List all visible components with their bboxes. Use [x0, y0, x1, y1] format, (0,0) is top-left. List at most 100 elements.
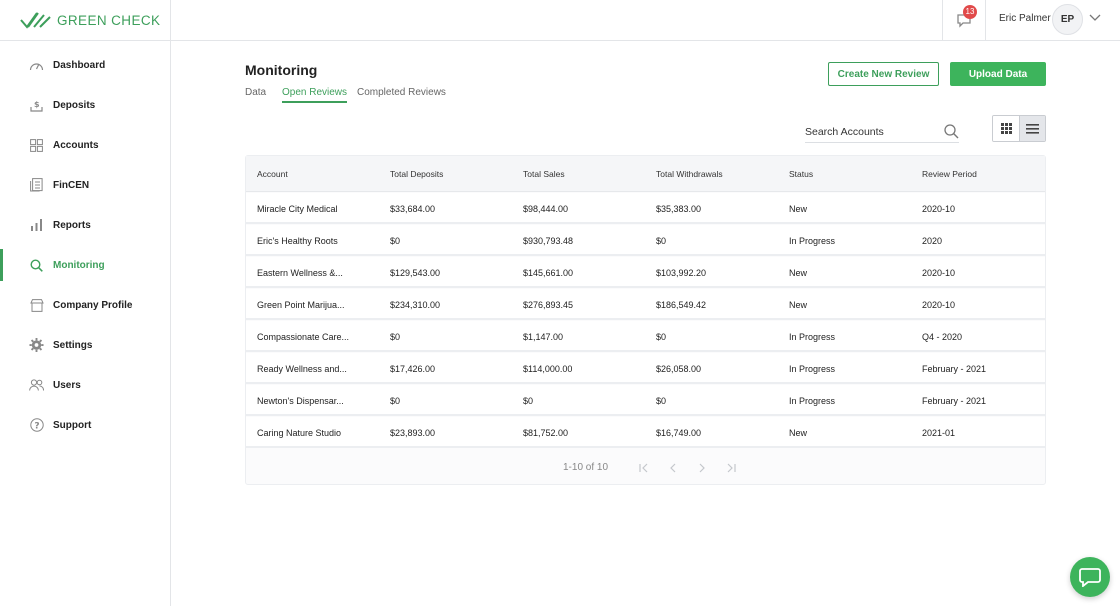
sidebar-item-settings[interactable]: Settings [0, 329, 170, 361]
cell-review-period: February - 2021 [922, 396, 987, 406]
table-row[interactable]: Caring Nature Studio $23,893.00 $81,752.… [246, 417, 1045, 448]
sidebar-item-label: Dashboard [53, 59, 106, 71]
user-name[interactable]: Eric Palmer [999, 13, 1051, 24]
upload-data-button[interactable]: Upload Data [950, 62, 1046, 86]
cell-status: New [789, 204, 808, 214]
cell-account: Caring Nature Studio [257, 428, 342, 438]
sidebar-item-label: Settings [53, 339, 93, 351]
cell-total-deposits: $0 [390, 396, 401, 406]
notifications-button[interactable]: 13 [942, 0, 986, 40]
first-page-button[interactable] [637, 462, 651, 474]
pagination-range: 1-10 of 10 [563, 462, 609, 473]
cell-review-period: 2020-10 [922, 204, 956, 214]
table-row[interactable]: Eric's Healthy Roots $0 $930,793.48 $0 I… [246, 225, 1045, 256]
deposits-icon: $ [29, 98, 44, 113]
sidebar-item-company-profile[interactable]: Company Profile [0, 289, 170, 321]
sidebar-item-label: FinCEN [53, 179, 90, 191]
search-icon [29, 258, 44, 273]
sidebar-item-label: Users [53, 379, 81, 391]
cell-review-period: 2021-01 [922, 428, 956, 438]
create-new-review-button[interactable]: Create New Review [828, 62, 939, 86]
reviews-table: Account Total Deposits Total Sales Total… [245, 155, 1046, 485]
sidebar-item-accounts[interactable]: Accounts [0, 129, 170, 161]
cell-review-period: February - 2021 [922, 364, 987, 374]
search-icon[interactable] [944, 124, 959, 139]
table-row[interactable]: Eastern Wellness &... $129,543.00 $145,6… [246, 257, 1045, 288]
view-toggle [992, 115, 1046, 142]
grid-view-button[interactable] [993, 116, 1019, 141]
logo-text: GREEN CHECK [57, 12, 161, 28]
previous-page-button[interactable] [666, 462, 680, 474]
cell-status: In Progress [789, 332, 836, 342]
list-view-button[interactable] [1019, 116, 1045, 141]
reports-icon [29, 218, 44, 233]
cell-total-withdrawals: $35,383.00 [656, 204, 702, 214]
column-header-total-withdrawals[interactable]: Total Withdrawals [656, 169, 723, 179]
svg-text:?: ? [34, 422, 39, 432]
table-row[interactable]: Newton's Dispensar... $0 $0 $0 In Progre… [246, 385, 1045, 416]
cell-total-withdrawals: $0 [656, 236, 667, 246]
sidebar-item-fincen[interactable]: FinCEN [0, 169, 170, 201]
sidebar-item-deposits[interactable]: $ Deposits [0, 89, 170, 121]
grid-icon [1000, 123, 1012, 134]
cell-account: Miracle City Medical [257, 204, 338, 214]
table-row[interactable]: Miracle City Medical $33,684.00 $98,444.… [246, 193, 1045, 224]
cell-account: Eastern Wellness &... [257, 268, 343, 278]
cell-total-withdrawals: $0 [656, 396, 667, 406]
cell-review-period: Q4 - 2020 [922, 332, 963, 342]
sidebar-item-support[interactable]: ? Support [0, 409, 170, 441]
table-row[interactable]: Compassionate Care... $0 $1,147.00 $0 In… [246, 321, 1045, 352]
cell-account: Eric's Healthy Roots [257, 236, 338, 246]
tab-data[interactable]: Data [245, 87, 267, 98]
table-row[interactable]: Ready Wellness and... $17,426.00 $114,00… [246, 353, 1045, 384]
store-icon [29, 298, 44, 313]
cell-status: In Progress [789, 396, 836, 406]
next-page-button[interactable] [695, 462, 709, 474]
column-header-total-deposits[interactable]: Total Deposits [390, 169, 444, 179]
column-header-status[interactable]: Status [789, 169, 814, 179]
cell-total-sales: $81,752.00 [523, 428, 569, 438]
sidebar-item-label: Monitoring [53, 259, 105, 271]
sidebar-item-users[interactable]: Users [0, 369, 170, 401]
users-icon [29, 378, 44, 393]
cell-review-period: 2020 [922, 236, 943, 246]
last-page-icon [727, 463, 736, 473]
cell-account: Compassionate Care... [257, 332, 350, 342]
tab-completed-reviews[interactable]: Completed Reviews [357, 87, 446, 98]
sidebar-item-dashboard[interactable]: Dashboard [0, 49, 170, 81]
sidebar-item-reports[interactable]: Reports [0, 209, 170, 241]
sidebar-item-label: Deposits [53, 99, 96, 111]
chat-icon [1079, 568, 1101, 587]
cell-total-deposits: $23,893.00 [390, 428, 436, 438]
chevron-right-icon [699, 463, 705, 473]
cell-status: New [789, 428, 808, 438]
cell-total-sales: $930,793.48 [523, 236, 574, 246]
sidebar-item-monitoring[interactable]: Monitoring [0, 249, 170, 281]
top-header: GREEN CHECK 13 Eric Palmer EP [0, 0, 1120, 41]
tab-open-reviews[interactable]: Open Reviews [282, 87, 348, 103]
table-header: Account Total Deposits Total Sales Total… [246, 156, 1045, 192]
cell-total-deposits: $129,543.00 [390, 268, 441, 278]
gear-icon [29, 337, 44, 353]
table-row[interactable]: Green Point Marijua... $234,310.00 $276,… [246, 289, 1045, 320]
cell-account: Green Point Marijua... [257, 300, 345, 310]
avatar[interactable]: EP [1052, 4, 1083, 35]
sidebar-item-label: Reports [53, 219, 91, 231]
accounts-icon [29, 138, 44, 153]
cell-total-withdrawals: $26,058.00 [656, 364, 702, 374]
column-header-total-sales[interactable]: Total Sales [523, 169, 565, 179]
column-header-account[interactable]: Account [257, 169, 288, 179]
sidebar-item-label: Support [53, 419, 92, 431]
cell-total-deposits: $0 [390, 236, 401, 246]
chat-support-button[interactable] [1070, 557, 1110, 597]
logo[interactable]: GREEN CHECK [0, 0, 171, 40]
search-input[interactable] [805, 123, 935, 141]
checkmark-logo-icon [20, 12, 51, 29]
last-page-button[interactable] [724, 462, 738, 474]
column-header-review-period[interactable]: Review Period [922, 169, 977, 179]
chevron-down-icon[interactable] [1089, 14, 1101, 22]
cell-total-sales: $114,000.00 [523, 364, 573, 374]
dashboard-icon [29, 58, 44, 73]
cell-status: In Progress [789, 236, 836, 246]
cell-review-period: 2020-10 [922, 300, 956, 310]
